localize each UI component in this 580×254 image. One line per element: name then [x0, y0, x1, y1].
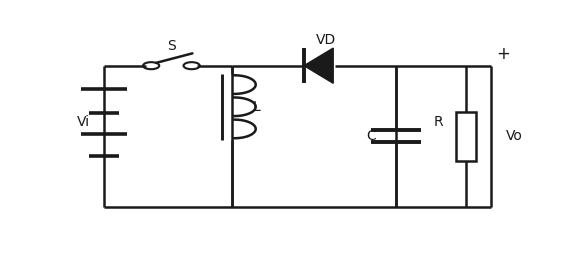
- Text: Vi: Vi: [77, 115, 90, 129]
- Text: R: R: [434, 115, 444, 129]
- Text: +: +: [496, 45, 510, 63]
- Text: Vo: Vo: [506, 129, 523, 143]
- Bar: [456, 112, 476, 161]
- Text: C: C: [367, 129, 376, 143]
- Text: S: S: [167, 39, 176, 53]
- Polygon shape: [304, 48, 333, 83]
- Text: VD: VD: [316, 33, 336, 47]
- Text: L: L: [253, 100, 260, 114]
